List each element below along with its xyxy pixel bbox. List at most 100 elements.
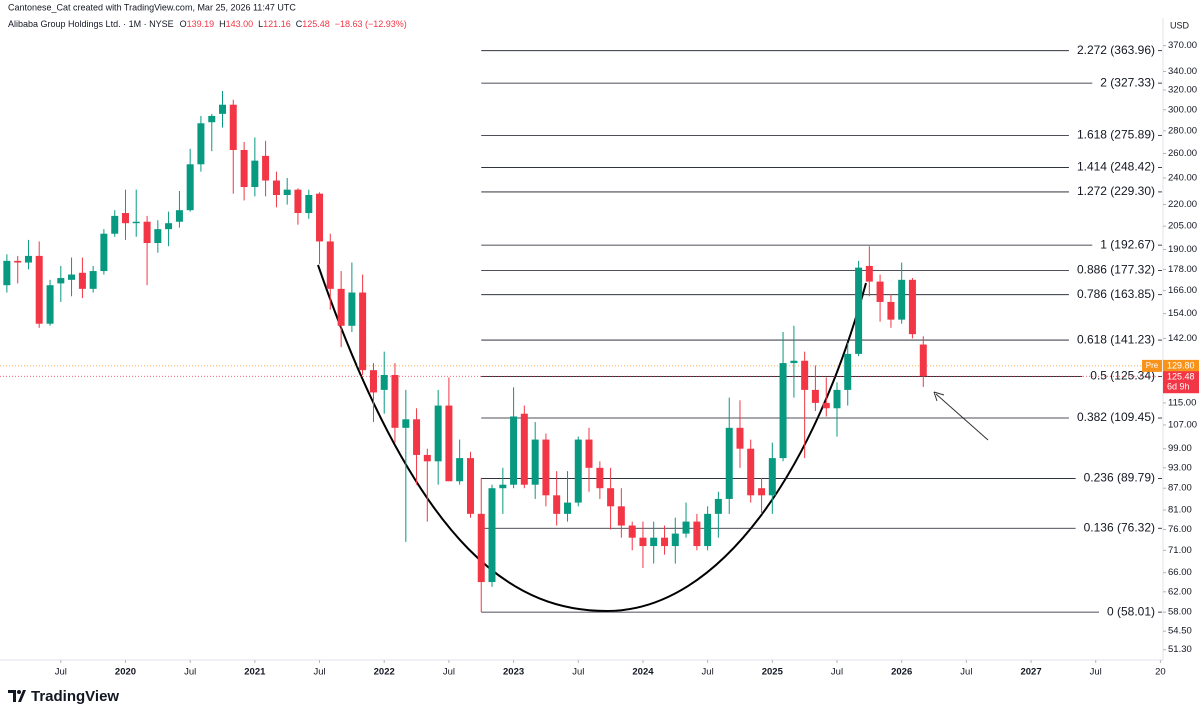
y-tick-label: 76.00	[1168, 524, 1192, 535]
y-tick-label: 166.00	[1168, 285, 1197, 296]
fib-level-label: 1.414 (248.42)	[1077, 160, 1155, 174]
pre-market-price: 129.80	[1167, 360, 1195, 370]
y-tick-label: 99.00	[1168, 443, 1192, 454]
fib-level-label: 2 (327.33)	[1100, 75, 1155, 89]
candle-body	[693, 521, 701, 547]
y-tick-label: 81.00	[1168, 505, 1192, 516]
y-tick-label: 58.00	[1168, 607, 1192, 618]
candle-body	[423, 454, 431, 462]
candle-body	[434, 405, 442, 462]
candle-body	[477, 513, 485, 583]
candle-body	[391, 374, 399, 428]
y-tick-label: 370.00	[1168, 40, 1197, 51]
candle-body	[197, 123, 205, 165]
candle-body	[68, 274, 76, 280]
candle-body	[811, 389, 819, 403]
candle-body	[790, 360, 798, 364]
cup-curve	[317, 264, 867, 613]
candle-body	[876, 281, 884, 302]
candle-body	[456, 458, 464, 482]
x-tick-label: 2023	[503, 667, 524, 678]
x-tick-label: Jul	[313, 667, 325, 678]
candle-body	[272, 180, 280, 195]
legend-value: 125.48	[302, 19, 330, 29]
y-tick-label: 240.00	[1168, 172, 1197, 183]
candle-body	[704, 513, 712, 547]
x-tick-label: Jul	[572, 667, 584, 678]
credit: Cantonese_Cat created with TradingView.c…	[8, 2, 296, 12]
candle-body	[650, 537, 658, 547]
y-tick-label: 300.00	[1168, 104, 1197, 115]
candle-body	[186, 164, 194, 211]
candle-body	[725, 427, 733, 499]
y-tick-label: 280.00	[1168, 125, 1197, 136]
candle-body	[121, 213, 129, 224]
last-price-badge	[1163, 371, 1199, 394]
candle-body	[520, 413, 528, 485]
candle-body	[768, 458, 776, 496]
y-tick-label: 71.00	[1168, 545, 1192, 556]
y-tick-label: 51.30	[1168, 644, 1192, 655]
x-tick-label: Jul	[702, 667, 714, 678]
y-tick-label: 54.50	[1168, 626, 1192, 637]
candle-body	[251, 160, 259, 188]
candle-body	[553, 495, 561, 514]
fib-level-label: 1 (192.67)	[1100, 237, 1155, 251]
candle-body	[639, 537, 647, 547]
candle-body	[607, 488, 615, 507]
y-tick-label: 107.00	[1168, 419, 1197, 430]
candle-body	[35, 255, 43, 324]
x-tick-label: 2022	[374, 667, 395, 678]
fib-level-label: 0.618 (141.23)	[1077, 332, 1155, 346]
candle-body	[564, 502, 572, 514]
fib-level-label: 0.786 (163.85)	[1077, 287, 1155, 301]
y-tick-label: 320.00	[1168, 85, 1197, 96]
countdown: 6d 9h	[1167, 382, 1190, 392]
candle-body	[305, 194, 313, 214]
candle-body	[369, 370, 377, 393]
candle-body	[747, 448, 755, 496]
logo-dot	[17, 690, 21, 694]
candle-body	[89, 271, 97, 289]
candle-body	[143, 221, 151, 244]
fib-level-label: 1.272 (229.30)	[1077, 184, 1155, 198]
candle-body	[337, 288, 345, 326]
candle-body	[359, 292, 367, 371]
candle-body	[111, 215, 119, 234]
legend-change: −18.63 (−12.93%)	[335, 19, 407, 29]
logo-icon	[8, 690, 26, 702]
candle-body	[445, 405, 453, 482]
candle-body	[908, 279, 916, 335]
candle-body	[380, 374, 388, 390]
x-tick-label: Jul	[55, 667, 67, 678]
legend-key: L	[258, 19, 263, 29]
candle-body	[887, 301, 895, 320]
fib-level-label: 0 (58.01)	[1107, 604, 1155, 618]
y-tick-label: 260.00	[1168, 148, 1197, 159]
x-tick-label: 2024	[632, 667, 654, 678]
legend-key: C	[296, 19, 303, 29]
y-tick-label: 62.00	[1168, 586, 1192, 597]
symbol: Alibaba Group Holdings Ltd. · 1M · NYSE	[8, 19, 174, 29]
y-tick-label: 93.00	[1168, 462, 1192, 473]
candle-body	[488, 488, 496, 583]
candle-body	[348, 292, 356, 326]
candle-body	[262, 155, 270, 181]
x-tick-label: 2025	[762, 667, 784, 678]
candle-body	[596, 467, 604, 489]
candle-body	[229, 104, 237, 150]
legend-key: O	[180, 19, 187, 29]
logo	[8, 690, 26, 702]
y-tick-label: 154.00	[1168, 308, 1197, 319]
candle-body	[531, 439, 539, 485]
candle-body	[326, 241, 334, 289]
candle-body	[855, 267, 863, 354]
candle-body	[132, 221, 140, 224]
y-tick-label: 178.00	[1168, 264, 1197, 275]
x-tick-label: Jul	[443, 667, 455, 678]
candle-body	[736, 427, 744, 449]
candle-body	[175, 210, 183, 222]
x-tick-label: 2026	[891, 667, 912, 678]
candle-body	[822, 402, 830, 409]
